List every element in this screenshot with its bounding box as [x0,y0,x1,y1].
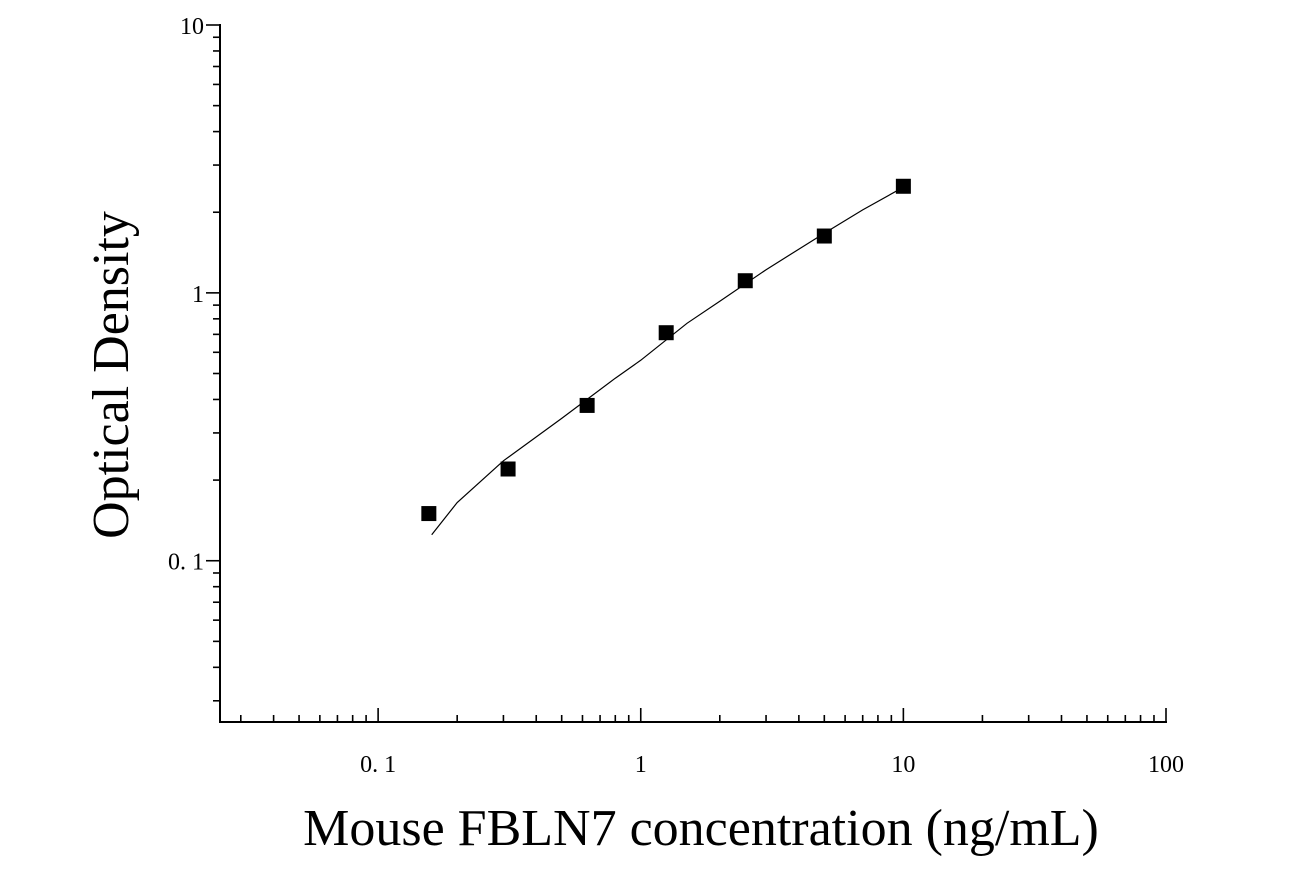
data-point [658,325,674,341]
data-point [816,228,832,244]
data-points-group [421,178,911,522]
x-tick-label: 10 [891,752,915,778]
y-tick-label: 1 [192,282,204,308]
data-point [579,397,595,413]
data-point [421,506,437,522]
y-tick-label: 10 [180,14,204,40]
data-point [737,273,753,289]
x-tick-label: 1 [635,752,647,778]
data-point [500,461,516,477]
data-point [895,178,911,194]
y-axis-title: Optical Density [83,211,140,539]
x-tick-label: 100 [1148,752,1184,778]
fit-curve-line [431,186,904,536]
x-axis-title: Mouse FBLN7 concentration (ng/mL) [303,800,1099,857]
y-tick-label: 0. 1 [168,550,204,576]
fit-curve-group [431,186,904,536]
tick-labels-group: 0. 1 1 10 100 0. 1 1 10 [168,14,1184,778]
axes [206,24,1167,723]
x-tick-label: 0. 1 [360,752,396,778]
